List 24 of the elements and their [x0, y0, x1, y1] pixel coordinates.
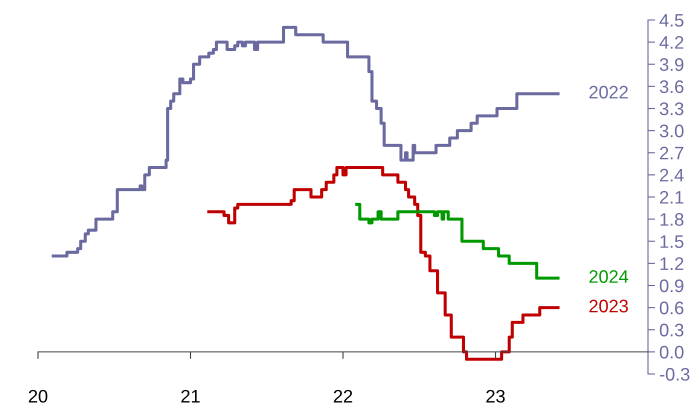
series-label: 2022 — [589, 86, 628, 99]
y-tick-label: 4.5 — [660, 14, 684, 27]
y-tick-label: 1.2 — [660, 257, 684, 270]
y-tick-label: 2.7 — [660, 146, 684, 160]
y-tick-label: 1.8 — [660, 213, 684, 226]
y-tick-label: 4.2 — [660, 36, 684, 49]
y-tick-label: 3.0 — [660, 124, 684, 138]
y-tick-label: 0.6 — [660, 302, 684, 314]
x-tick-label: 23 — [486, 390, 505, 403]
y-tick-label: 3.9 — [660, 58, 684, 71]
series-label: 2023 — [589, 300, 628, 312]
x-tick-label: 20 — [28, 390, 48, 403]
y-tick-label: 0.0 — [660, 346, 684, 359]
y-tick-label: 3.3 — [660, 102, 684, 116]
y-tick-label: 1.5 — [660, 235, 684, 248]
x-tick-label: 22 — [334, 390, 352, 402]
y-tick-label: -0.3 — [660, 368, 690, 381]
y-tick-label: 0.3 — [660, 324, 684, 336]
series-label: 2024 — [589, 270, 628, 283]
x-tick-label: 21 — [181, 390, 200, 402]
y-tick-label: 2.1 — [660, 190, 684, 204]
y-tick-label: 0.9 — [660, 279, 684, 292]
y-tick-label: 2.4 — [660, 168, 684, 182]
y-tick-label: 3.6 — [660, 80, 684, 94]
